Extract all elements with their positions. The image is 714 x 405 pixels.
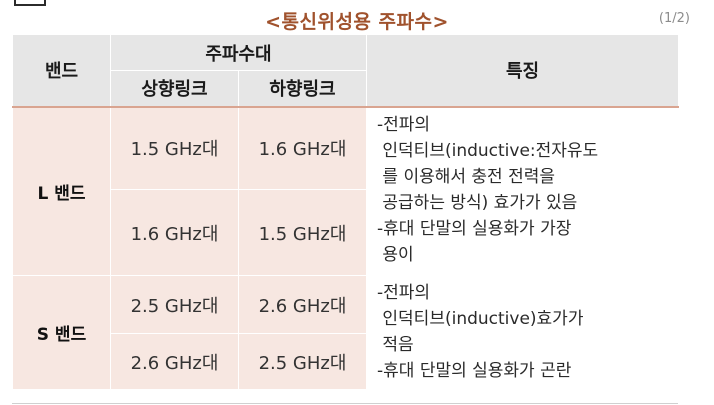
band-cell: S 밴드	[12, 275, 111, 390]
uplink-cell: 1.5 GHz대	[110, 106, 239, 190]
band-cell: L 밴드	[12, 106, 111, 276]
table-row: 2.6 GHz대 2.5 GHz대	[13, 333, 679, 390]
table-row: L 밴드 1.5 GHz대 1.6 GHz대 -전파의 인덕티브(inducti…	[12, 106, 679, 276]
feature-line: 적음	[377, 335, 414, 355]
page-indicator: (1/2)	[658, 11, 690, 26]
downlink-cell: 2.6 GHz대	[238, 275, 367, 334]
header-band: 밴드	[12, 34, 111, 108]
feature-line: 인덕티브(inductive)효가가	[377, 309, 584, 329]
page-title: <통신위성용 주파수>	[265, 11, 449, 33]
downlink-cell: 1.5 GHz대	[238, 189, 367, 276]
uplink-cell: 2.5 GHz대	[110, 275, 239, 334]
header-uplink: 상향링크	[110, 70, 239, 108]
uplink-cell: 1.6 GHz대	[110, 189, 239, 276]
header-downlink: 하향링크	[238, 70, 367, 108]
corner-decoration	[14, 0, 46, 6]
feature-line: -전파의	[377, 114, 431, 135]
feature-line: -휴대 단말의 실용화가 가장	[377, 218, 572, 239]
header-feature: 특징	[366, 34, 679, 108]
feature-cell: -전파의 인덕티브(inductive)효가가 적음 -휴대 단말의 실용화가 …	[366, 275, 679, 390]
feature-line: -전파의	[377, 283, 431, 303]
uplink-cell: 2.6 GHz대	[110, 333, 239, 390]
feature-line: 인덕티브(inductive:전자유도	[377, 140, 599, 161]
table-header-row: 밴드 주파수대 특징	[12, 34, 679, 108]
feature-line: 용이	[377, 244, 414, 265]
table-subheader-row: 상향링크 하향링크	[13, 70, 679, 108]
table-row: 1.6 GHz대 1.5 GHz대	[13, 189, 679, 276]
downlink-cell: 2.5 GHz대	[238, 333, 367, 390]
bottom-divider	[12, 403, 678, 404]
feature-line: -휴대 단말의 실용화가 곤란	[377, 361, 572, 381]
feature-line: 공급하는 방식) 효가가 있음	[377, 192, 578, 213]
downlink-cell: 1.6 GHz대	[238, 106, 367, 190]
frequency-table: 밴드 주파수대 특징 상향링크 하향링크 L 밴드 1.5 GHz대 1.6 G…	[12, 34, 679, 390]
header-frequency: 주파수대	[110, 34, 367, 71]
feature-line: 를 이용해서 충전 전력을	[377, 166, 556, 187]
feature-cell: -전파의 인덕티브(inductive:전자유도 를 이용해서 충전 전력을 공…	[366, 106, 679, 276]
table-row: S 밴드 2.5 GHz대 2.6 GHz대 -전파의 인덕티브(inducti…	[12, 275, 679, 390]
